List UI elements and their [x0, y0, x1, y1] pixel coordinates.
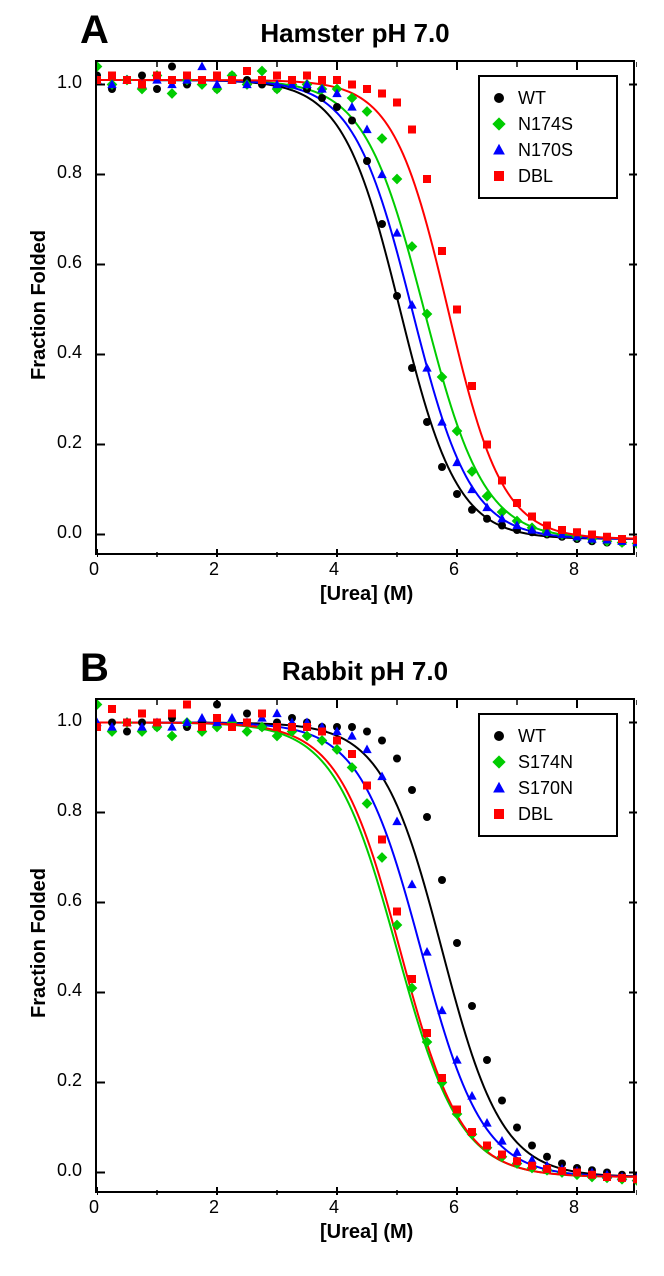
xtick-label: 2	[209, 1197, 219, 1218]
legend-item: N174S	[490, 111, 606, 137]
legend-item: DBL	[490, 801, 606, 827]
legend-item: WT	[490, 85, 606, 111]
legend-label: N174S	[518, 114, 573, 135]
panel-b-legend-items: WT S174N S170N DBL	[490, 723, 606, 827]
ytick-label: 0.8	[57, 800, 82, 821]
panel-b-xlabel: [Urea] (M)	[320, 1221, 413, 1244]
panel-a-legend: WT N174S N170S DBL	[478, 75, 618, 199]
ytick-label: 1.0	[57, 710, 82, 731]
ytick-label: 0.8	[57, 162, 82, 183]
panel-a-legend-items: WT N174S N170S DBL	[490, 85, 606, 189]
legend-item: DBL	[490, 163, 606, 189]
legend-item: WT	[490, 723, 606, 749]
legend-label: WT	[518, 88, 546, 109]
ytick-label: 0.0	[57, 1160, 82, 1181]
panel-b-label: B	[80, 646, 109, 691]
panel-a: A Hamster pH 7.0 Fraction Folded [Urea] …	[0, 0, 664, 638]
panel-b: B Rabbit pH 7.0 Fraction Folded [Urea] (…	[0, 638, 664, 1276]
ytick-label: 0.2	[57, 1070, 82, 1091]
panel-a-ylabel: Fraction Folded	[28, 230, 51, 380]
legend-item: N170S	[490, 137, 606, 163]
xtick-label: 4	[329, 559, 339, 580]
xtick-label: 6	[449, 559, 459, 580]
legend-item: S174N	[490, 749, 606, 775]
panel-b-ylabel: Fraction Folded	[28, 868, 51, 1018]
legend-label: DBL	[518, 804, 553, 825]
panel-a-title: Hamster pH 7.0	[205, 18, 505, 49]
xtick-label: 6	[449, 1197, 459, 1218]
legend-label: N170S	[518, 140, 573, 161]
ytick-label: 0.6	[57, 890, 82, 911]
panel-a-xlabel: [Urea] (M)	[320, 583, 413, 606]
legend-label: WT	[518, 726, 546, 747]
panel-b-title: Rabbit pH 7.0	[215, 656, 515, 687]
legend-label: S170N	[518, 778, 573, 799]
ytick-label: 0.4	[57, 342, 82, 363]
legend-label: S174N	[518, 752, 573, 773]
legend-item: S170N	[490, 775, 606, 801]
panel-b-legend: WT S174N S170N DBL	[478, 713, 618, 837]
xtick-label: 0	[89, 559, 99, 580]
xtick-label: 4	[329, 1197, 339, 1218]
ytick-label: 1.0	[57, 72, 82, 93]
figure: A Hamster pH 7.0 Fraction Folded [Urea] …	[0, 0, 664, 1276]
xtick-label: 2	[209, 559, 219, 580]
xtick-label: 8	[569, 559, 579, 580]
legend-label: DBL	[518, 166, 553, 187]
xtick-label: 8	[569, 1197, 579, 1218]
ytick-label: 0.2	[57, 432, 82, 453]
panel-a-label: A	[80, 8, 109, 53]
ytick-label: 0.0	[57, 522, 82, 543]
ytick-label: 0.6	[57, 252, 82, 273]
xtick-label: 0	[89, 1197, 99, 1218]
ytick-label: 0.4	[57, 980, 82, 1001]
